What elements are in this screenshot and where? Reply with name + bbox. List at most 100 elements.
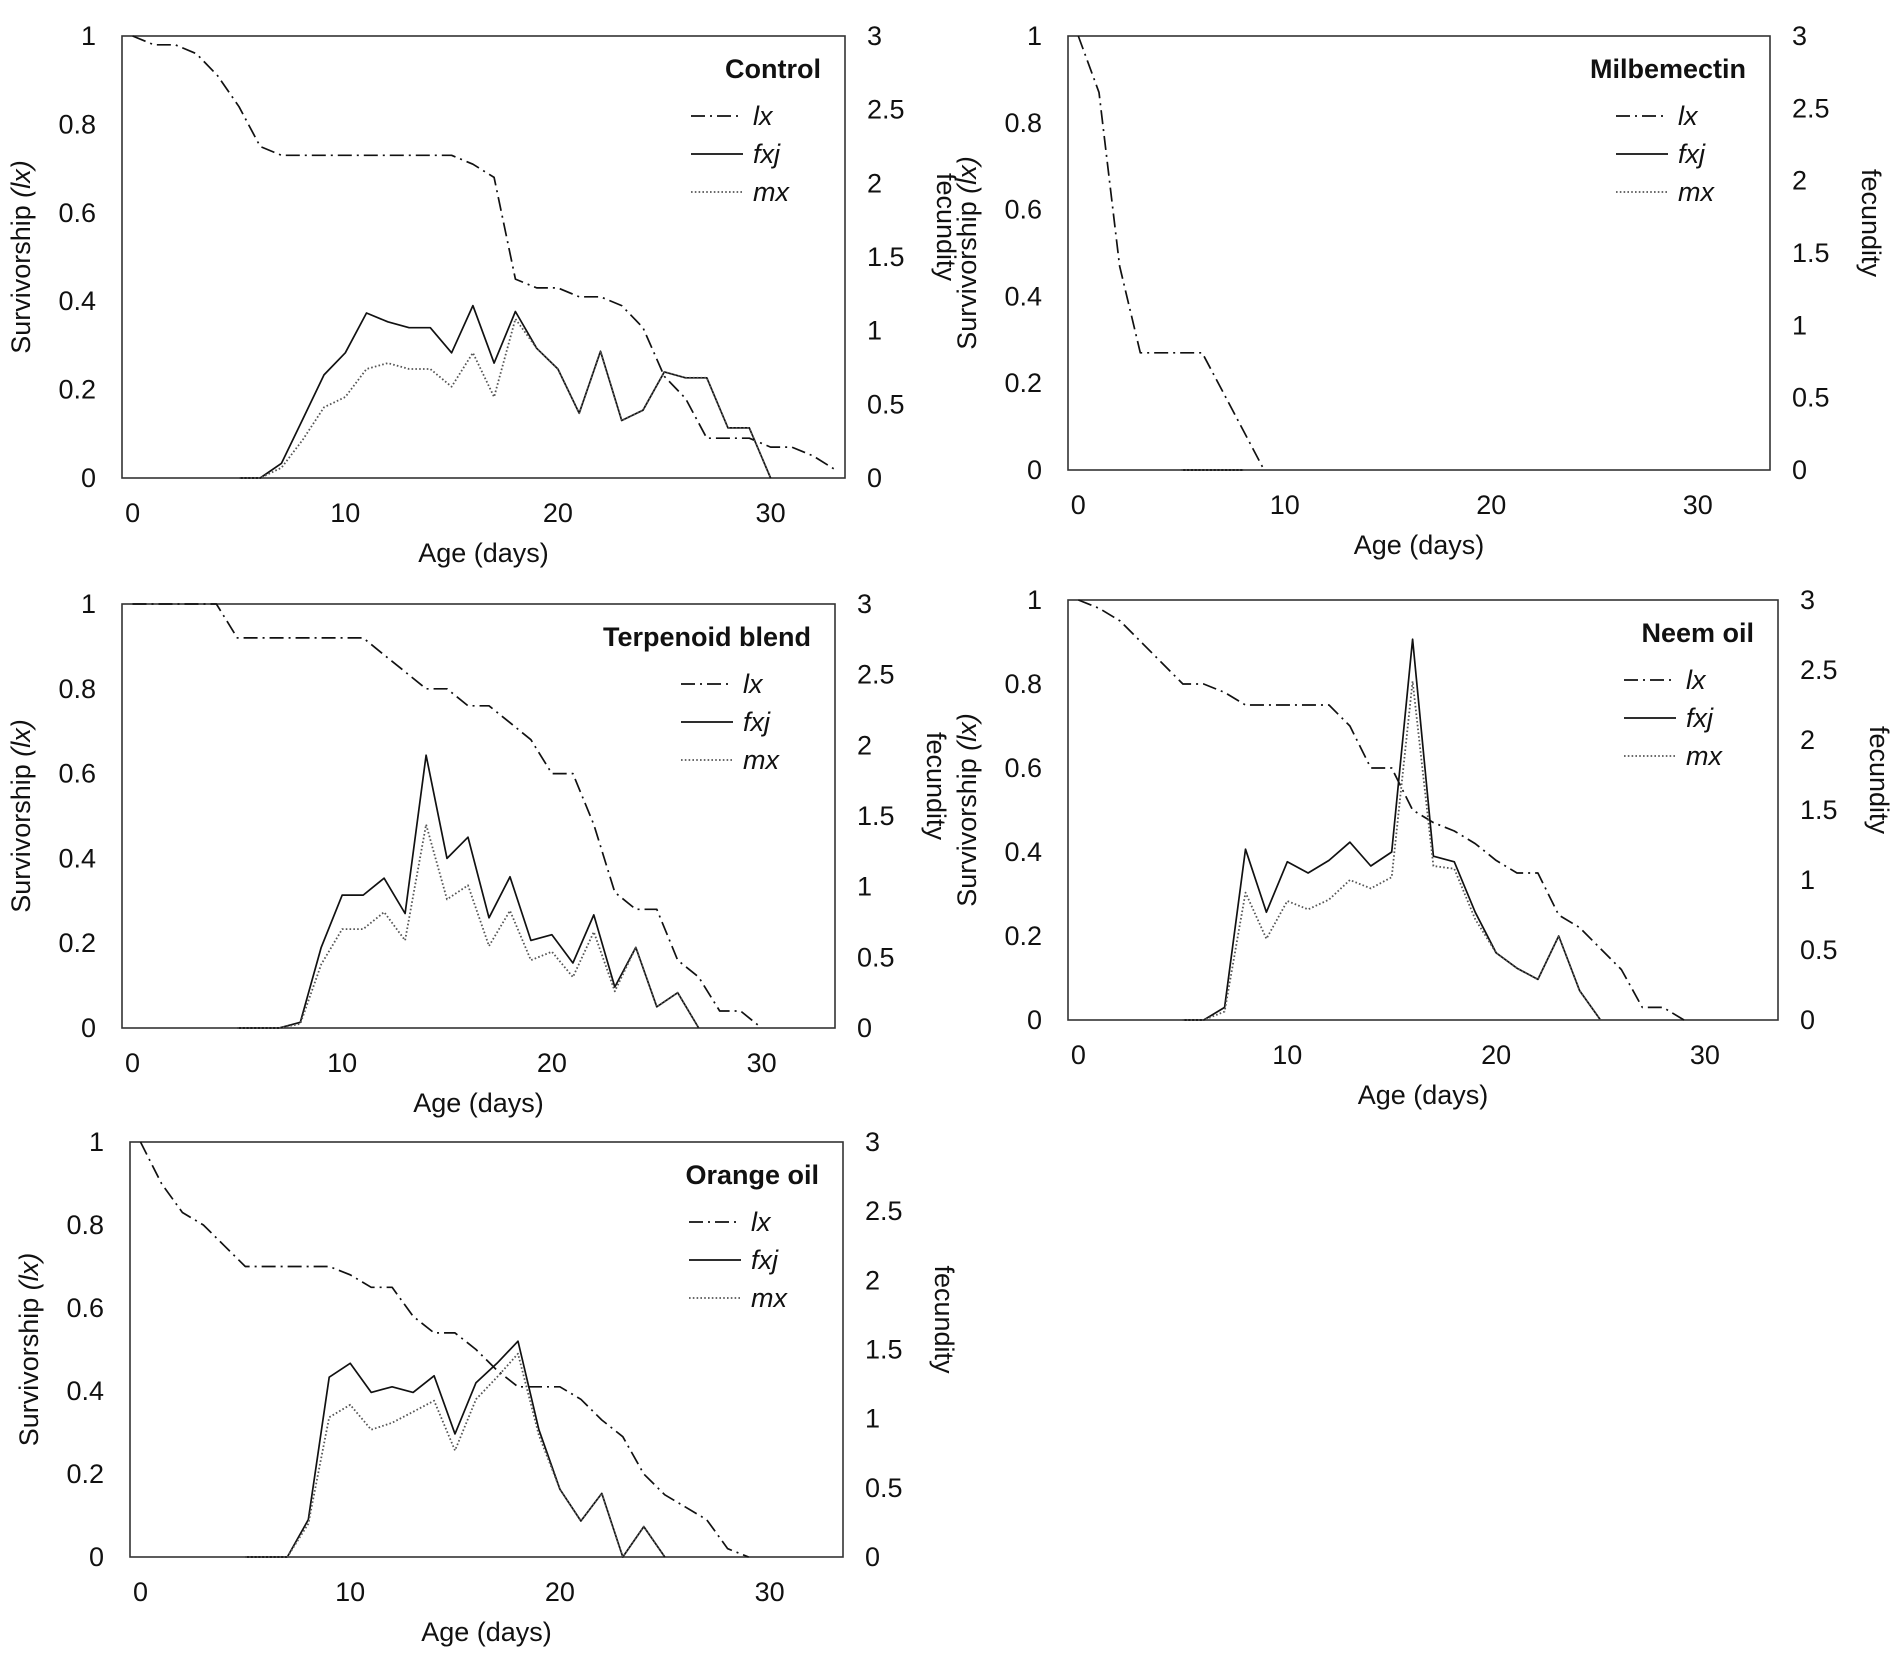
- y2-axis-label: fecundity: [929, 1265, 959, 1374]
- y-tick-label: 0: [81, 463, 96, 493]
- legend-label-fxj: fxj: [1686, 703, 1714, 733]
- y2-tick-label: 1: [1792, 310, 1807, 340]
- y-tick-label: 0: [81, 1013, 96, 1043]
- legend-label-mx: mx: [1678, 177, 1715, 207]
- x-tick-label: 30: [755, 1577, 785, 1607]
- y2-tick-label: 1: [867, 316, 882, 346]
- y-tick-label: 0.2: [58, 375, 96, 405]
- y2-tick-label: 1.5: [865, 1335, 903, 1365]
- y2-tick-label: 3: [867, 21, 882, 51]
- x-tick-label: 20: [1481, 1040, 1511, 1070]
- series-line-mx: [237, 823, 700, 1029]
- x-tick-label: 0: [125, 498, 140, 528]
- x-tick-label: 20: [537, 1048, 567, 1078]
- series-line-mx: [239, 317, 772, 479]
- x-tick-label: 20: [545, 1577, 575, 1607]
- y2-tick-label: 2.5: [1800, 655, 1838, 685]
- legend-label-lx: lx: [1686, 665, 1707, 695]
- series-line-lx: [132, 35, 835, 470]
- y2-tick-label: 2.5: [867, 95, 905, 125]
- y2-tick-label: 0.5: [1800, 935, 1838, 965]
- chart-title: Milbemectin: [1590, 54, 1746, 84]
- y-tick-label: 0.8: [58, 109, 96, 139]
- x-tick-label: 30: [1690, 1040, 1720, 1070]
- y-tick-label: 0.6: [1004, 753, 1042, 783]
- y2-tick-label: 0.5: [867, 389, 905, 419]
- y-tick-label: 1: [1027, 585, 1042, 615]
- y-axis-label: Survivorship (lx): [6, 719, 36, 913]
- x-tick-label: 10: [1272, 1040, 1302, 1070]
- y2-tick-label: 0: [1792, 455, 1807, 485]
- y2-axis-label: fecundity: [1856, 169, 1886, 278]
- x-tick-label: 0: [125, 1048, 140, 1078]
- y-tick-label: 0.2: [1004, 368, 1042, 398]
- y-tick-label: 0.8: [1004, 669, 1042, 699]
- y-tick-label: 0.4: [66, 1376, 104, 1406]
- y2-tick-label: 1: [1800, 865, 1815, 895]
- series-line-lx: [132, 603, 763, 1029]
- y2-tick-label: 2: [1800, 725, 1815, 755]
- y2-axis-label: fecundity: [931, 173, 961, 282]
- y-tick-label: 0.8: [1004, 108, 1042, 138]
- y2-tick-label: 2: [1792, 166, 1807, 196]
- y2-tick-label: 3: [865, 1127, 880, 1157]
- legend-label-lx: lx: [1678, 101, 1699, 131]
- y-tick-label: 0.4: [1004, 837, 1042, 867]
- y-axis-label: Survivorship (lx): [6, 160, 36, 354]
- y-tick-label: 0.6: [66, 1293, 104, 1323]
- series-line-lx: [1077, 35, 1265, 471]
- y2-tick-label: 1.5: [1792, 238, 1830, 268]
- y-tick-label: 0: [89, 1542, 104, 1572]
- y2-tick-label: 2: [867, 168, 882, 198]
- series-line-lx: [1078, 599, 1685, 1021]
- legend-label-mx: mx: [753, 177, 790, 207]
- x-tick-label: 10: [327, 1048, 357, 1078]
- x-tick-label: 0: [1071, 1040, 1086, 1070]
- y-tick-label: 0.4: [58, 286, 96, 316]
- y2-axis-label: fecundity: [921, 732, 951, 841]
- y-tick-label: 1: [81, 21, 96, 51]
- y-tick-label: 0.2: [1004, 921, 1042, 951]
- legend-label-mx: mx: [1686, 741, 1723, 771]
- series-line-mx: [245, 1352, 666, 1558]
- legend-label-mx: mx: [751, 1283, 788, 1313]
- legend-label-lx: lx: [753, 101, 774, 131]
- y2-tick-label: 0.5: [857, 942, 895, 972]
- y2-tick-label: 1.5: [867, 242, 905, 272]
- chart-title: Control: [725, 54, 821, 84]
- y-tick-label: 0.8: [58, 674, 96, 704]
- x-tick-label: 30: [1683, 490, 1713, 520]
- legend-label-fxj: fxj: [753, 139, 781, 169]
- series-line-fxj: [239, 304, 772, 479]
- y2-tick-label: 0.5: [865, 1473, 903, 1503]
- chart-title: Neem oil: [1641, 618, 1754, 648]
- y-tick-label: 0.6: [1004, 195, 1042, 225]
- y2-tick-label: 2: [865, 1265, 880, 1295]
- plot-frame: [121, 35, 846, 479]
- series-line-lx: [139, 1141, 749, 1558]
- y2-tick-label: 0: [867, 463, 882, 493]
- x-tick-label: 0: [133, 1577, 148, 1607]
- y2-tick-label: 0.5: [1792, 383, 1830, 413]
- y2-tick-label: 1.5: [1800, 795, 1838, 825]
- y2-tick-label: 3: [857, 589, 872, 619]
- y2-tick-label: 2: [857, 730, 872, 760]
- y2-tick-label: 1: [865, 1404, 880, 1434]
- x-tick-label: 30: [747, 1048, 777, 1078]
- y-tick-label: 1: [81, 589, 96, 619]
- x-tick-label: 20: [543, 498, 573, 528]
- x-axis-label: Age (days): [1354, 530, 1485, 560]
- series-line-fxj: [245, 1340, 666, 1558]
- x-tick-label: 20: [1476, 490, 1506, 520]
- y-tick-label: 0: [1027, 1005, 1042, 1035]
- x-axis-label: Age (days): [418, 538, 549, 568]
- chart-title: Terpenoid blend: [603, 622, 811, 652]
- y-tick-label: 0.4: [58, 843, 96, 873]
- x-axis-label: Age (days): [1358, 1080, 1489, 1110]
- legend-label-lx: lx: [743, 669, 764, 699]
- y-axis-label: Survivorship (lx): [952, 156, 982, 350]
